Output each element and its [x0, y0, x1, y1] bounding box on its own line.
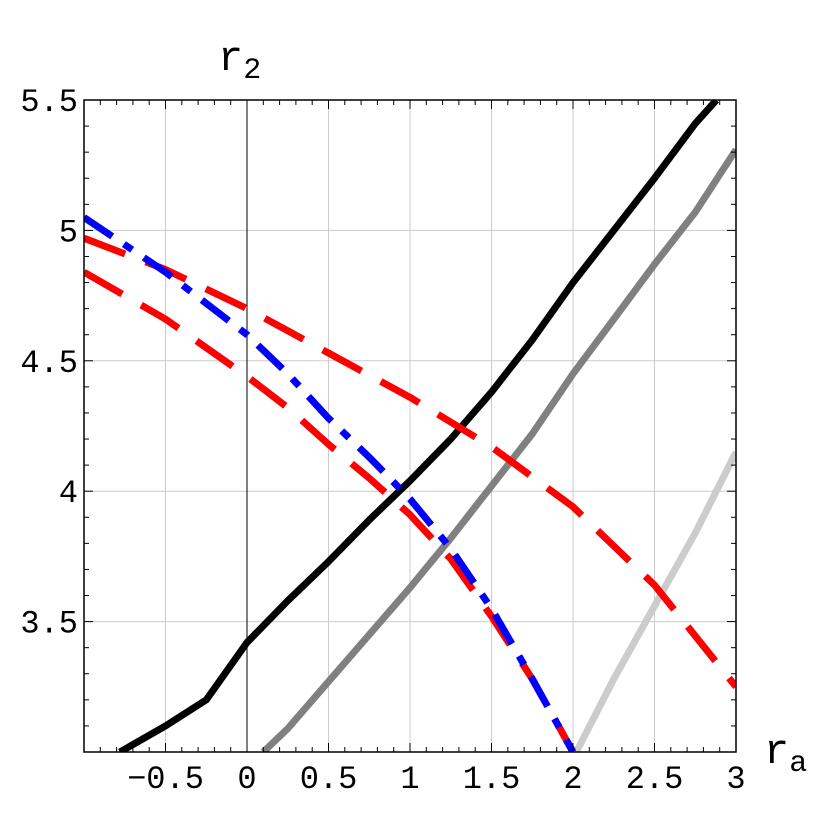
x-tick-label: 2.5	[626, 761, 684, 798]
series-line-1	[118, 100, 720, 752]
x-tick-label: 2	[563, 761, 582, 798]
y-tick-label: 5.5	[20, 84, 78, 121]
x-tick-label: 0.5	[300, 761, 358, 798]
y-tick-label: 4	[59, 475, 78, 512]
x-tick-label: −0.5	[127, 761, 204, 798]
x-axis-title-main: r	[764, 728, 789, 776]
y-tick-label: 5	[59, 214, 78, 251]
y-tick-label: 3.5	[20, 606, 78, 643]
x-tick-label: 0	[237, 761, 256, 798]
series-line-3	[573, 450, 736, 752]
ticks	[83, 99, 737, 753]
series-line-2	[260, 147, 736, 752]
series-line-4	[84, 234, 736, 689]
x-tick-label: 1	[400, 761, 419, 798]
x-axis-title: ra	[764, 728, 807, 781]
tick-labels: −0.5 0 0.5 1 1.5 2 2.5 3 3.5 4 4.5 5 5.5	[20, 84, 745, 798]
y-axis-title-main: r	[218, 35, 243, 83]
series-line-6	[84, 214, 577, 752]
x-axis-title-sub: a	[789, 747, 807, 781]
x-tick-label: 3	[726, 761, 745, 798]
y-axis-title: r2	[218, 35, 261, 88]
x-tick-label: 1.5	[463, 761, 521, 798]
y-tick-label: 4.5	[20, 345, 78, 382]
series-group	[84, 100, 736, 752]
y-axis-title-sub: 2	[243, 54, 261, 88]
